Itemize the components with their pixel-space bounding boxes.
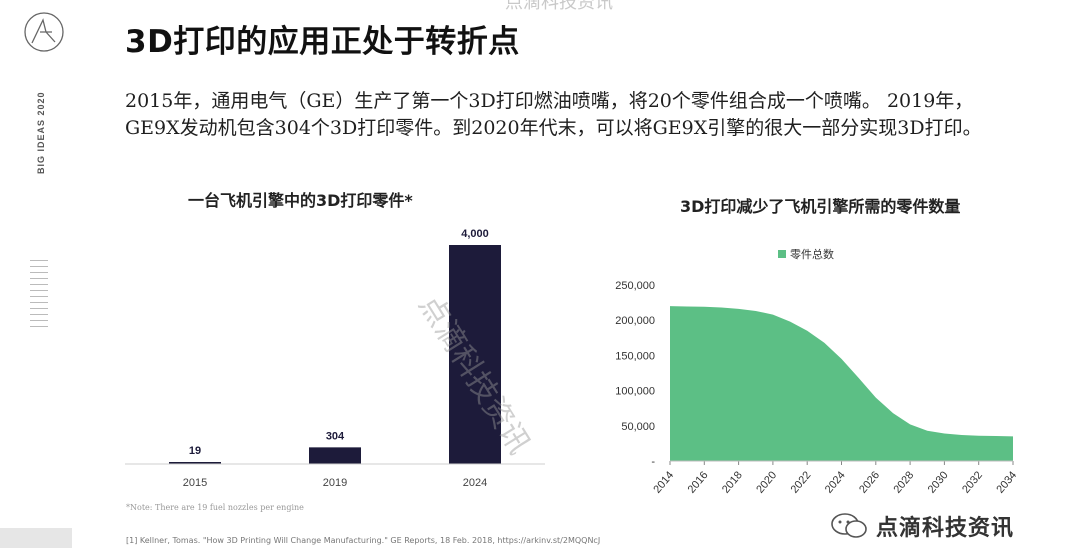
y-tick-label: 100,000: [615, 386, 655, 398]
ark-logo-icon: [24, 12, 64, 52]
x-tick-label: 2024: [463, 477, 487, 489]
x-tick-label: 2015: [183, 477, 207, 489]
x-tick-label: 2028: [891, 469, 916, 495]
y-tick-label: 50,000: [621, 421, 655, 433]
area-chart: 250,000 200,000 150,000 100,000 50,000 -2014 2…: [615, 280, 1019, 496]
legend-swatch: [778, 250, 786, 258]
x-tick-label: 2018: [720, 469, 745, 495]
x-tick-label: 2022: [789, 469, 814, 495]
bar-value-label: 304: [326, 430, 345, 442]
x-tick-label: 2032: [960, 469, 985, 495]
watermark-brand-text: 点滴科技资讯: [876, 516, 1015, 541]
y-tick-label: 200,000: [615, 315, 655, 327]
sidebar-label: BIG IDEAS 2020: [36, 91, 46, 174]
area-chart-legend: 零件总数: [778, 246, 834, 262]
intro-paragraph: 2015年，通用电气（GE）生产了第一个3D打印燃油喷嘴，将20个零件组合成一个…: [125, 90, 982, 139]
x-tick-label: 2014: [651, 469, 676, 495]
x-tick-label: 2024: [823, 469, 848, 495]
bar: [449, 245, 501, 464]
y-tick-label: 250,000: [615, 280, 655, 292]
watermark-brand: 点滴科技资讯: [830, 508, 1014, 544]
x-tick-label: 2030: [926, 469, 951, 495]
x-tick-label: 2026: [857, 469, 882, 495]
page-title: 3D打印的应用正处于转折点: [125, 24, 520, 60]
bar-chart: 19 2015 304 2019 4,000 2024: [125, 228, 545, 489]
area-chart-title: 3D打印减少了飞机引擎所需的零件数量: [680, 197, 961, 216]
bar: [309, 447, 361, 464]
bar: [169, 462, 221, 464]
legend-label: 零件总数: [790, 248, 834, 261]
wechat-icon: [831, 513, 867, 538]
bar-value-label: 19: [189, 445, 201, 457]
x-tick-label: 2019: [323, 477, 347, 489]
chart-note: *Note: There are 19 fuel nozzles per eng…: [126, 503, 304, 512]
y-tick-label: -: [651, 456, 655, 468]
watermark-top: 点滴科技资讯: [505, 0, 613, 13]
x-tick-label: 2034: [994, 469, 1019, 495]
footnote: [1] Kellner, Tomas. "How 3D Printing Wil…: [126, 536, 601, 545]
sidebar-decoration: [30, 260, 48, 332]
area-series: [670, 306, 1013, 461]
y-tick-label: 150,000: [615, 350, 655, 362]
x-tick-label: 2020: [754, 469, 779, 495]
bar-value-label: 4,000: [461, 228, 489, 240]
x-tick-label: 2016: [686, 469, 711, 495]
bar-chart-title: 一台飞机引擎中的3D打印零件*: [188, 191, 413, 210]
sidebar-footer-block: [0, 528, 72, 548]
